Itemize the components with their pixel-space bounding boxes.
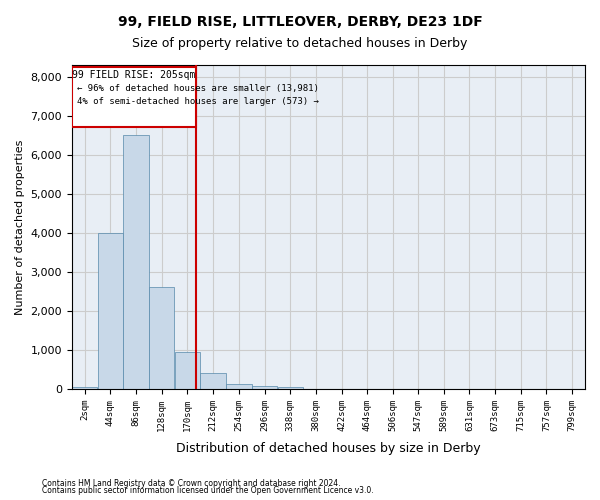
Bar xyxy=(200,374,226,389)
Bar xyxy=(124,135,149,389)
Text: 99 FIELD RISE: 205sqm: 99 FIELD RISE: 205sqm xyxy=(72,70,196,80)
FancyBboxPatch shape xyxy=(72,67,196,128)
Bar xyxy=(278,387,303,389)
X-axis label: Distribution of detached houses by size in Derby: Distribution of detached houses by size … xyxy=(176,442,481,455)
Text: ← 96% of detached houses are smaller (13,981): ← 96% of detached houses are smaller (13… xyxy=(77,84,319,92)
Bar xyxy=(98,233,123,389)
Text: Size of property relative to detached houses in Derby: Size of property relative to detached ho… xyxy=(133,38,467,51)
Bar xyxy=(226,384,251,389)
Bar xyxy=(175,352,200,389)
Text: Contains HM Land Registry data © Crown copyright and database right 2024.: Contains HM Land Registry data © Crown c… xyxy=(42,478,341,488)
Text: Contains public sector information licensed under the Open Government Licence v3: Contains public sector information licen… xyxy=(42,486,374,495)
Text: 99, FIELD RISE, LITTLEOVER, DERBY, DE23 1DF: 99, FIELD RISE, LITTLEOVER, DERBY, DE23 … xyxy=(118,15,482,29)
Bar xyxy=(72,387,97,389)
Bar xyxy=(149,288,175,389)
Y-axis label: Number of detached properties: Number of detached properties xyxy=(15,140,25,314)
Bar xyxy=(252,386,277,389)
Text: 4% of semi-detached houses are larger (573) →: 4% of semi-detached houses are larger (5… xyxy=(77,98,319,106)
